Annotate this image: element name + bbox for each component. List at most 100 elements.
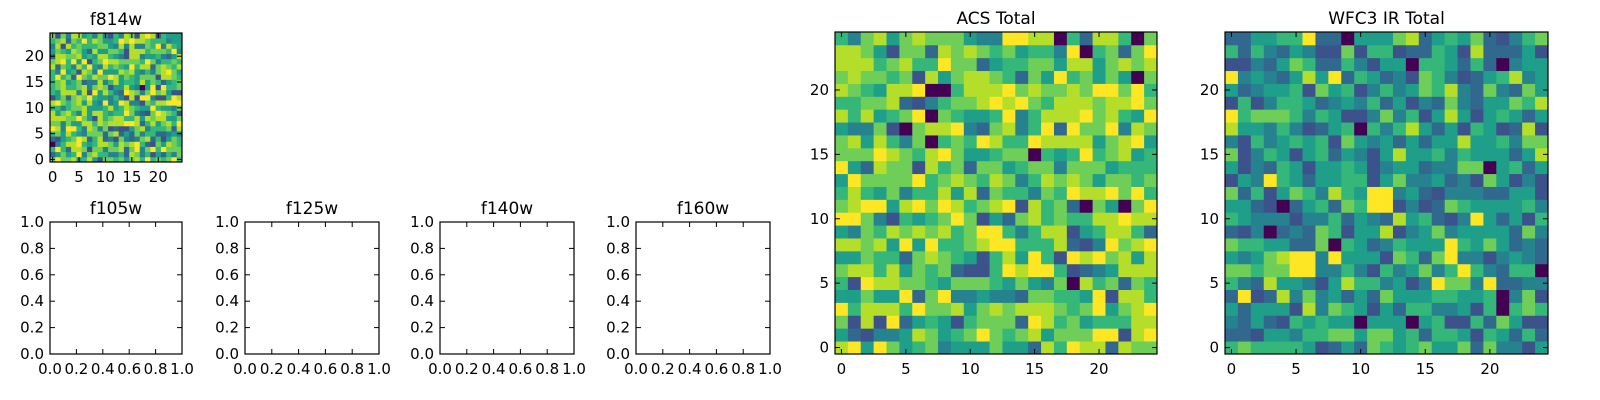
heatmap-cell: [847, 225, 862, 239]
heatmap-cell: [860, 173, 875, 187]
heatmap-cell: [150, 33, 156, 39]
heatmap-cell: [1354, 328, 1368, 342]
heatmap-cell: [1522, 212, 1536, 226]
heatmap-cell: [129, 43, 135, 49]
x-tick-label: 0.4: [678, 360, 702, 378]
heatmap-cell: [1237, 263, 1252, 278]
x-tick-label: 0: [48, 168, 58, 186]
heatmap-cell: [176, 151, 183, 158]
heatmap-cell: [1496, 109, 1510, 123]
heatmap-cell: [1079, 315, 1093, 329]
heatmap-cell: [1431, 135, 1446, 149]
heatmap-cell: [1302, 173, 1316, 187]
heatmap-cell: [113, 105, 120, 111]
heatmap-cell: [1028, 276, 1042, 290]
x-tick-label: 0.0: [233, 360, 257, 378]
heatmap-cell: [97, 146, 104, 153]
heatmap-cell: [1015, 199, 1029, 213]
heatmap-cell: [847, 96, 862, 110]
heatmap-cell: [1302, 199, 1316, 213]
heatmap-cell: [102, 94, 109, 101]
heatmap-cell: [976, 250, 990, 265]
heatmap-cell: [166, 94, 172, 101]
heatmap-cell: [1509, 109, 1523, 123]
heatmap-cell: [1131, 199, 1145, 213]
heatmap-cell: [1131, 57, 1145, 72]
heatmap-cell: [55, 125, 61, 132]
heatmap-cell: [176, 43, 183, 49]
heatmap-cell: [160, 125, 167, 132]
heatmap-cell: [1341, 122, 1355, 136]
heatmap-cell: [1092, 173, 1106, 187]
heatmap-cell: [886, 32, 900, 46]
heatmap-cell: [1079, 160, 1093, 175]
heatmap-cell: [97, 84, 104, 91]
heatmap-cell: [65, 38, 72, 44]
heatmap-cell: [139, 141, 146, 147]
heatmap-cell: [166, 79, 172, 85]
heatmap-cell: [171, 131, 178, 137]
heatmap-cell: [60, 43, 67, 49]
heatmap-cell: [139, 89, 146, 96]
heatmap-cell: [1483, 199, 1497, 213]
heatmap-cell: [1079, 341, 1093, 355]
heatmap-cell: [835, 122, 849, 136]
heatmap-cell: [145, 84, 151, 91]
heatmap-cell: [1041, 96, 1055, 110]
heatmap-cell: [160, 105, 167, 111]
x-tick-label: 0.8: [535, 360, 559, 378]
heatmap-cell: [925, 109, 939, 123]
heatmap-cell: [171, 125, 178, 132]
heatmap-cell: [1496, 135, 1510, 149]
heatmap-cell: [1105, 212, 1119, 226]
heatmap-cell: [1144, 199, 1158, 213]
y-tick-label: 0: [819, 339, 829, 357]
heatmap-cell: [1079, 83, 1093, 97]
heatmap-cell: [176, 100, 183, 106]
heatmap-cell: [1535, 147, 1549, 162]
heatmap-cell: [1496, 250, 1510, 265]
heatmap-cell: [113, 38, 120, 44]
heatmap-cell: [1535, 160, 1549, 175]
heatmap-cell: [1028, 173, 1042, 187]
heatmap-cell: [134, 120, 141, 127]
heatmap-cell: [1263, 147, 1278, 162]
heatmap-cell: [950, 135, 965, 149]
heatmap-cell: [134, 53, 141, 60]
heatmap-cell: [50, 125, 56, 132]
heatmap-cell: [123, 136, 130, 142]
heatmap-cell: [129, 100, 135, 106]
heatmap-cell: [912, 83, 926, 97]
heatmap-cell: [1328, 160, 1342, 175]
heatmap-cell: [1289, 328, 1303, 342]
heatmap-cell: [1250, 263, 1265, 278]
heatmap-cell: [1144, 315, 1158, 329]
heatmap-cell: [108, 94, 114, 101]
heatmap-cell: [145, 38, 151, 44]
heatmap-cell: [950, 199, 965, 213]
heatmap-cell: [1002, 135, 1016, 149]
heatmap-cell: [899, 135, 913, 149]
heatmap-cell: [1118, 225, 1132, 239]
heatmap-cell: [1066, 186, 1081, 200]
heatmap-cell: [912, 341, 926, 355]
heatmap-cell: [1105, 173, 1119, 187]
heatmap-cell: [1341, 238, 1355, 252]
heatmap-cell: [963, 173, 978, 187]
heatmap-cell: [873, 173, 887, 187]
heatmap-cell: [1496, 70, 1510, 84]
heatmap-cell: [1118, 186, 1132, 200]
heatmap-cell: [1405, 109, 1420, 123]
heatmap-cell: [1315, 147, 1329, 162]
heatmap-cell: [1483, 238, 1497, 252]
heatmap-cell: [60, 79, 67, 85]
heatmap-cell: [1144, 70, 1158, 84]
heatmap-cell: [1079, 302, 1093, 316]
heatmap-cell: [1002, 199, 1016, 213]
heatmap-cell: [1105, 135, 1119, 149]
heatmap-cell: [108, 131, 114, 137]
heatmap-cell: [1496, 263, 1510, 278]
heatmap-cell: [1457, 238, 1471, 252]
heatmap-cell: [65, 115, 72, 122]
heatmap-cell: [925, 122, 939, 136]
